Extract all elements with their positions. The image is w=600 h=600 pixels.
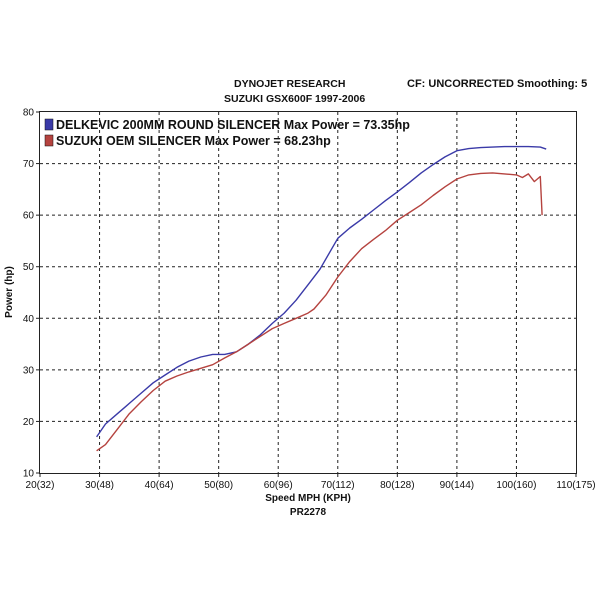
x-tick-label: 40(64) bbox=[145, 480, 174, 491]
x-tick-label: 100(160) bbox=[496, 480, 536, 491]
x-tick-label: 60(96) bbox=[264, 480, 293, 491]
x-tick-label: 70(112) bbox=[321, 480, 355, 491]
y-tick-label: 70 bbox=[23, 159, 35, 170]
oem-series-line bbox=[96, 172, 543, 452]
y-tick-label: 10 bbox=[23, 469, 35, 480]
legend-label: DELKEVIC 200MM ROUND SILENCER Max Power … bbox=[56, 118, 410, 132]
x-tick-label: 20(32) bbox=[26, 480, 55, 491]
legend-swatch bbox=[44, 134, 54, 147]
x-tick-label: 50(80) bbox=[204, 480, 233, 491]
x-tick-label: 110(175) bbox=[556, 480, 595, 491]
x-axis-title: Speed MPH (KPH) bbox=[265, 493, 351, 504]
y-tick-label: 30 bbox=[23, 365, 35, 376]
y-tick-label: 60 bbox=[23, 211, 35, 222]
legend-label: SUZUKI OEM SILENCER Max Power = 68.23hp bbox=[56, 134, 331, 148]
y-tick-label: 40 bbox=[23, 314, 35, 325]
correction-info: CF: UNCORRECTED Smoothing: 5 bbox=[407, 78, 588, 90]
run-id: PR2278 bbox=[290, 507, 327, 518]
y-axis-title: Power (hp) bbox=[4, 266, 15, 318]
x-tick-label: 90(144) bbox=[440, 480, 474, 491]
axis-ticks: 20(32) 30(48) 40(64) 50(80) 60(96) 70(112) 80(… bbox=[23, 108, 596, 492]
y-tick-label: 20 bbox=[23, 417, 35, 428]
legend-swatch bbox=[44, 118, 54, 131]
x-tick-label: 80(128) bbox=[380, 480, 414, 491]
legend: DELKEVIC 200MM ROUND SILENCER Max Power … bbox=[44, 118, 410, 148]
plot-area-frame bbox=[39, 111, 577, 474]
y-tick-label: 80 bbox=[23, 108, 35, 119]
chart-subtitle: SUZUKI GSX600F 1997-2006 bbox=[224, 93, 366, 105]
grid-lines bbox=[40, 112, 576, 473]
series-lines bbox=[96, 145, 547, 452]
y-tick-label: 50 bbox=[23, 262, 35, 273]
x-tick-label: 30(48) bbox=[85, 480, 114, 491]
chart-title: DYNOJET RESEARCH bbox=[234, 78, 346, 90]
delkevic-series-line bbox=[96, 145, 547, 438]
